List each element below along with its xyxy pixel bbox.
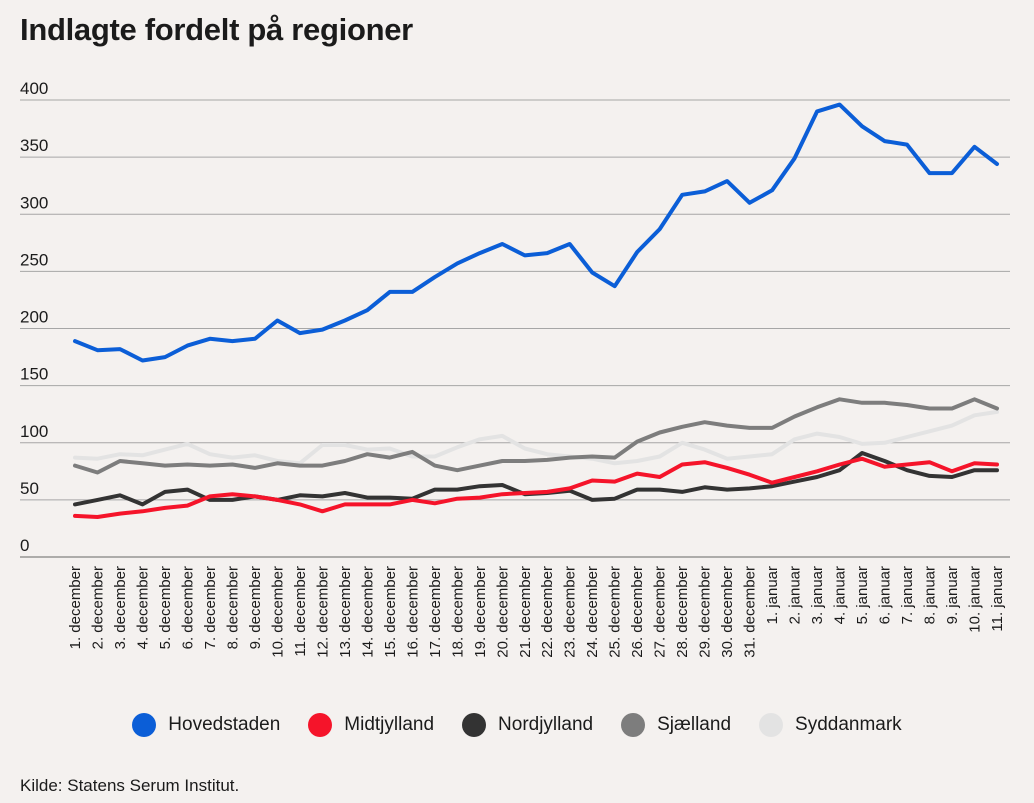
x-tick-label: 8. december (224, 566, 241, 649)
x-tick-label: 4. december (134, 566, 151, 649)
x-tick-label: 1. december (67, 566, 84, 649)
line-chart: 0 50 100 150 200 250 300 350 400 1. december 2. d… (20, 79, 1010, 658)
y-tick-label: 350 (20, 136, 48, 155)
x-tick-label: 2. december (89, 566, 106, 649)
source-note: Kilde: Statens Serum Institut. (20, 776, 240, 795)
legend-item-syddanmark: Syddanmark (759, 713, 902, 737)
x-tick-label: 3. december (112, 566, 129, 649)
x-tick-label: 20. december (494, 566, 511, 658)
x-tick-label: 8. januar (922, 566, 939, 624)
y-tick-label: 300 (20, 193, 48, 212)
x-tick-label: 10. december (269, 566, 286, 658)
x-tick-label: 6. december (179, 566, 196, 649)
y-tick-label: 0 (20, 536, 29, 555)
x-tick-label: 22. december (539, 566, 556, 658)
x-tick-label: 2. januar (787, 566, 804, 624)
legend-label: Sjælland (657, 714, 732, 735)
x-tick-label: 24. december (584, 566, 601, 658)
x-tick-label: 5. december (157, 566, 174, 649)
legend-item-midtjylland: Midtjylland (308, 713, 434, 737)
legend-swatch (462, 713, 487, 737)
x-tick-label: 16. december (404, 566, 421, 658)
x-tick-label: 17. december (427, 566, 444, 658)
x-tick-label: 10. januar (967, 566, 984, 633)
y-tick-label: 100 (20, 422, 48, 441)
x-axis-ticks: 1. december 2. december 3. december 4. dece… (67, 566, 1006, 658)
x-tick-label: 27. december (652, 566, 669, 658)
x-tick-label: 21. december (517, 566, 534, 658)
legend-label: Hovedstaden (168, 714, 281, 735)
legend-label: Midtjylland (344, 714, 435, 735)
x-tick-label: 11. december (292, 566, 309, 657)
chart-title: Indlagte fordelt på regioner (20, 12, 413, 47)
series-line-midtjylland (73, 456, 999, 519)
legend-item-sjaelland: Sjælland (621, 713, 731, 737)
y-tick-label: 150 (20, 365, 48, 384)
x-tick-label: 31. december (742, 566, 759, 658)
x-tick-label: 6. januar (877, 566, 894, 624)
x-tick-label: 9. december (247, 566, 264, 649)
x-tick-label: 9. januar (944, 566, 961, 624)
x-tick-label: 7. december (202, 566, 219, 649)
y-tick-label: 200 (20, 308, 48, 327)
legend-label: Syddanmark (795, 714, 902, 735)
legend-swatch (132, 713, 157, 737)
legend-swatch (621, 713, 646, 737)
legend-label: Nordjylland (498, 714, 594, 735)
legend: Hovedstaden Midtjylland Nordjylland Sjæl… (0, 713, 1034, 737)
y-tick-label: 50 (20, 479, 39, 498)
series-line-syddanmark (73, 409, 999, 466)
x-tick-label: 30. december (719, 566, 736, 658)
series-lines (73, 102, 999, 519)
legend-item-hovedstaden: Hovedstaden (132, 713, 280, 737)
y-tick-label: 250 (20, 250, 48, 269)
x-tick-label: 11. januar (989, 566, 1006, 632)
x-tick-label: 7. januar (899, 566, 916, 624)
x-tick-label: 23. december (562, 566, 579, 658)
x-tick-label: 12. december (314, 566, 331, 658)
x-tick-label: 19. december (472, 566, 489, 658)
x-tick-label: 28. december (674, 566, 691, 658)
x-tick-label: 13. december (337, 566, 354, 658)
x-tick-label: 18. december (449, 566, 466, 658)
x-tick-label: 3. januar (809, 566, 826, 624)
x-tick-label: 4. januar (832, 566, 849, 624)
series-line-hovedstaden (73, 102, 999, 363)
x-tick-label: 14. december (359, 566, 376, 658)
x-tick-label: 1. januar (764, 566, 781, 624)
series-line-sjaelland (73, 397, 999, 475)
x-tick-label: 26. december (629, 566, 646, 658)
x-tick-label: 5. januar (854, 566, 871, 624)
y-tick-label: 400 (20, 79, 48, 98)
legend-item-nordjylland: Nordjylland (462, 713, 593, 737)
x-tick-label: 29. december (697, 566, 714, 658)
x-tick-label: 15. december (382, 566, 399, 658)
y-axis-ticks: 0 50 100 150 200 250 300 350 400 (20, 79, 48, 555)
legend-swatch (308, 713, 333, 737)
x-tick-label: 25. december (607, 566, 624, 658)
legend-swatch (759, 713, 784, 737)
